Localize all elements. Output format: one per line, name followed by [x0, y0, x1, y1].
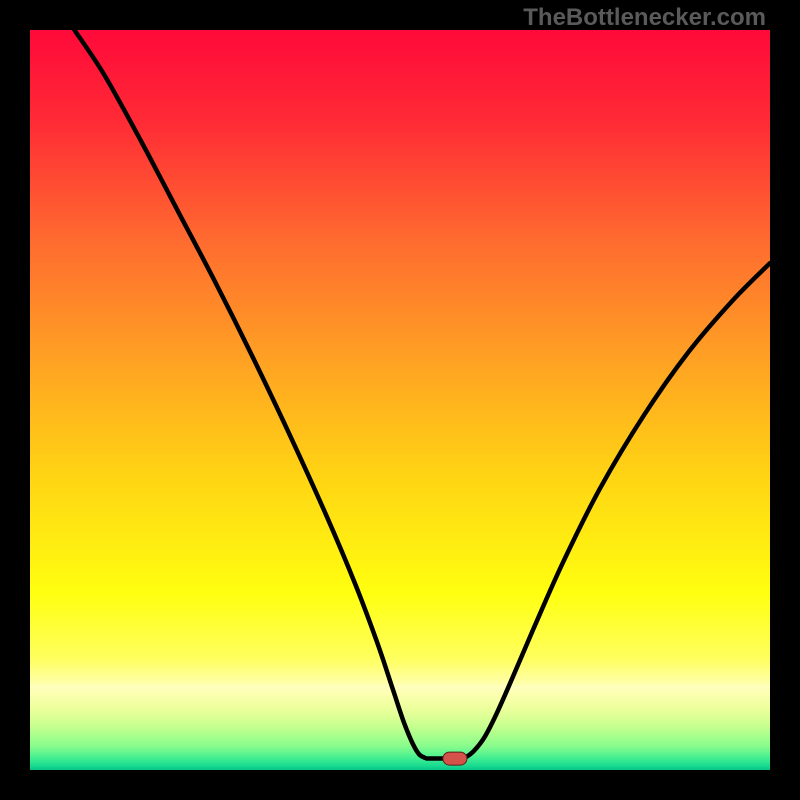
plot-area	[30, 30, 770, 770]
optimum-marker	[442, 751, 467, 766]
bottleneck-curve	[74, 30, 770, 759]
curve-layer	[30, 30, 770, 770]
watermark-text: TheBottlenecker.com	[523, 4, 766, 32]
